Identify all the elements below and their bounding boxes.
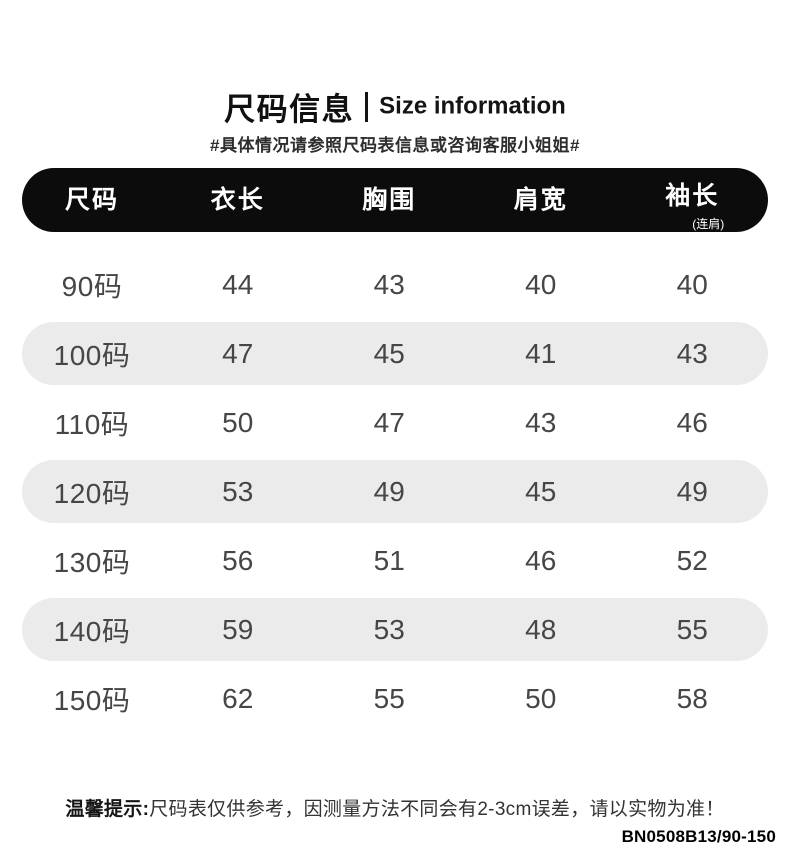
- page-title: 尺码信息 Size information: [0, 84, 790, 129]
- column-header-label: 胸围: [362, 185, 417, 214]
- table-row: 140码 59 53 48 55: [22, 598, 768, 661]
- column-header: 尺码: [22, 185, 162, 214]
- column-header-label: 尺码: [64, 185, 119, 214]
- size-label-cell: 90码: [61, 270, 123, 302]
- column-header-sublabel: (连肩): [692, 216, 725, 231]
- measurement-value-cell: 52: [676, 544, 708, 576]
- measurement-value-cell: 51: [373, 544, 405, 576]
- table-row: 90码 44 43 40 40: [22, 253, 768, 316]
- subtitle-hashtag: #具体情况请参照尺码表信息或咨询客服小姐姐#: [210, 136, 580, 155]
- size-label-cell: 130码: [53, 546, 131, 578]
- measurement-value-cell: 59: [222, 613, 254, 645]
- measurement-value-cell: 43: [373, 268, 405, 300]
- table-row: 100码 47 45 41 43: [22, 322, 768, 385]
- measurement-value-cell: 50: [222, 406, 254, 438]
- measurement-value-cell: 46: [525, 544, 557, 576]
- column-header: 肩宽: [465, 185, 617, 214]
- note-text: 尺码表仅供参考，因测量方法不同会有2-3cm误差，请以实物为准！: [149, 799, 725, 820]
- measurement-value-cell: 47: [373, 406, 405, 438]
- title-chinese: 尺码信息: [224, 92, 355, 127]
- measurement-value-cell: 45: [525, 475, 557, 507]
- measurement-value-cell: 43: [525, 406, 557, 438]
- table-row: 150码 62 55 50 58: [22, 667, 768, 730]
- measurement-value-cell: 56: [222, 544, 254, 576]
- measurement-value-cell: 43: [676, 337, 708, 369]
- measurement-value-cell: 55: [373, 682, 405, 714]
- size-table-body: 90码 44 43 40 40 100码 47 45 41 43 110码 50 47 43 46 120码 5…: [0, 253, 790, 736]
- measurement-value-cell: 58: [676, 682, 708, 714]
- size-label-cell: 150码: [53, 684, 131, 716]
- table-row: 120码 53 49 45 49: [22, 460, 768, 523]
- measurement-value-cell: 53: [373, 613, 405, 645]
- measurement-value-cell: 48: [525, 613, 557, 645]
- table-row: 110码 50 47 43 46: [22, 391, 768, 454]
- column-header-label: 袖长: [665, 181, 720, 210]
- table-row: 130码 56 51 46 52: [22, 529, 768, 592]
- measurement-value-cell: 40: [525, 268, 557, 300]
- measurement-value-cell: 49: [676, 475, 708, 507]
- size-label-cell: 140码: [53, 615, 131, 647]
- note-prefix: 温馨提示:: [65, 799, 150, 820]
- measurement-value-cell: 55: [676, 613, 708, 645]
- product-code: BN0508B13/90-150: [621, 827, 776, 846]
- title-divider: [365, 91, 369, 122]
- size-table-header: 尺码 衣长 胸围 肩宽 袖长 (连肩): [22, 168, 768, 232]
- measurement-value-cell: 53: [222, 475, 254, 507]
- measurement-value-cell: 62: [222, 682, 254, 714]
- measurement-value-cell: 40: [676, 268, 708, 300]
- column-header: 衣长: [162, 185, 314, 214]
- measurement-value-cell: 50: [525, 682, 557, 714]
- size-label-cell: 110码: [54, 408, 130, 440]
- footer-note: 温馨提示:尺码表仅供参考，因测量方法不同会有2-3cm误差，请以实物为准！: [0, 794, 790, 821]
- column-header-label: 衣长: [210, 185, 265, 214]
- measurement-value-cell: 45: [373, 337, 405, 369]
- size-label-cell: 120码: [53, 477, 131, 509]
- column-header: 胸围: [314, 185, 466, 214]
- measurement-value-cell: 46: [676, 406, 708, 438]
- measurement-value-cell: 44: [222, 268, 254, 300]
- measurement-value-cell: 47: [222, 337, 254, 369]
- column-header: 袖长 (连肩): [617, 183, 769, 230]
- measurement-value-cell: 41: [525, 337, 557, 369]
- column-header-label: 肩宽: [513, 185, 568, 214]
- size-label-cell: 100码: [53, 339, 131, 371]
- measurement-value-cell: 49: [373, 475, 405, 507]
- title-english: Size information: [379, 92, 566, 120]
